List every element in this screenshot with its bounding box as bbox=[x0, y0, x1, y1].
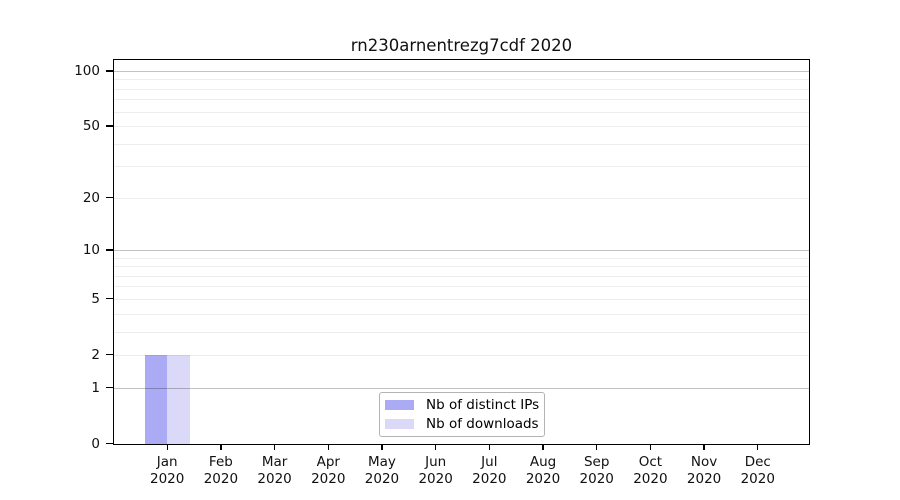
plot-area bbox=[113, 59, 810, 445]
x-year-text: 2020 bbox=[525, 470, 561, 487]
x-year-text: 2020 bbox=[203, 470, 239, 487]
x-month-label: Nov 2020 bbox=[674, 454, 734, 487]
x-month-text: Jan bbox=[156, 454, 178, 470]
x-month-label: Jul 2020 bbox=[459, 454, 519, 487]
y-tick bbox=[106, 125, 113, 127]
y-tick bbox=[106, 197, 113, 199]
x-month-label: Jan 2020 bbox=[137, 454, 197, 487]
bar-distinct-ips bbox=[144, 354, 168, 445]
x-month-text: Oct bbox=[638, 454, 663, 470]
x-month-label: May 2020 bbox=[352, 454, 412, 487]
x-month-label: Feb 2020 bbox=[191, 454, 251, 487]
x-tick bbox=[542, 445, 544, 450]
legend-swatch-downloads bbox=[385, 419, 414, 429]
x-year-text: 2020 bbox=[150, 470, 185, 487]
x-year-text: 2020 bbox=[579, 470, 614, 487]
legend: Nb of distinct IPs Nb of downloads bbox=[379, 392, 545, 437]
y-tick bbox=[106, 354, 113, 356]
x-tick bbox=[381, 445, 383, 450]
gridline-minor bbox=[113, 313, 810, 315]
x-tick bbox=[596, 445, 598, 450]
gridline-major bbox=[113, 249, 810, 251]
x-month-label: Apr 2020 bbox=[298, 454, 358, 487]
x-year-text: 2020 bbox=[472, 470, 507, 487]
x-month-text: Nov bbox=[690, 454, 718, 470]
legend-label-downloads: Nb of downloads bbox=[426, 416, 539, 432]
x-month-label: Oct 2020 bbox=[620, 454, 680, 487]
x-year-text: 2020 bbox=[418, 470, 453, 487]
y-tick-label: 100 bbox=[74, 62, 100, 79]
x-month-text: May bbox=[367, 454, 396, 470]
y-tick bbox=[106, 249, 113, 251]
x-year-text: 2020 bbox=[364, 470, 400, 487]
x-month-text: Jun bbox=[425, 454, 447, 470]
x-month-text: Sep bbox=[583, 454, 610, 470]
y-tick bbox=[106, 442, 113, 445]
y-tick-label: 50 bbox=[82, 118, 100, 135]
x-year-text: 2020 bbox=[740, 470, 775, 487]
gridline-minor bbox=[113, 286, 810, 288]
y-tick bbox=[106, 70, 113, 72]
x-tick bbox=[327, 445, 329, 450]
gridline-minor bbox=[113, 331, 810, 333]
y-tick bbox=[106, 298, 113, 300]
y-tick-label: 1 bbox=[91, 379, 100, 396]
y-tick-label: 2 bbox=[91, 346, 100, 363]
gridline-minor bbox=[113, 275, 810, 277]
legend-item-downloads: Nb of downloads bbox=[385, 416, 539, 432]
gridline-minor bbox=[113, 88, 810, 90]
gridline-minor bbox=[113, 143, 810, 145]
x-month-text: Aug bbox=[529, 454, 557, 470]
x-year-text: 2020 bbox=[257, 470, 292, 487]
y-tick bbox=[106, 386, 113, 389]
chart-title: rn230arnentrezg7cdf 2020 bbox=[350, 36, 573, 55]
legend-label-distinct-ips: Nb of distinct IPs bbox=[426, 397, 540, 413]
gridline-minor bbox=[113, 197, 810, 199]
legend-item-distinct-ips: Nb of distinct IPs bbox=[385, 397, 540, 413]
y-tick-label: 0 bbox=[91, 435, 100, 452]
gridline-minor bbox=[113, 266, 810, 268]
x-month-label: Dec 2020 bbox=[728, 454, 788, 487]
x-month-label: Sep 2020 bbox=[567, 454, 627, 487]
x-month-label: Jun 2020 bbox=[406, 454, 466, 487]
x-tick bbox=[220, 445, 222, 450]
x-month-text: Feb bbox=[208, 454, 233, 470]
gridline-minor bbox=[113, 257, 810, 259]
x-tick bbox=[273, 445, 276, 450]
legend-swatch-distinct-ips bbox=[385, 400, 414, 410]
x-year-text: 2020 bbox=[686, 470, 722, 487]
x-year-text: 2020 bbox=[311, 470, 346, 487]
x-tick bbox=[757, 445, 759, 450]
gridline-minor bbox=[113, 99, 810, 101]
x-month-text: Jul bbox=[481, 454, 498, 470]
gridline-major bbox=[113, 70, 810, 72]
x-tick bbox=[166, 445, 168, 450]
bar-downloads bbox=[167, 354, 190, 445]
gridline-minor bbox=[113, 126, 810, 128]
x-month-text: Dec bbox=[744, 454, 771, 470]
x-month-text: Mar bbox=[261, 454, 288, 470]
gridline-minor bbox=[113, 354, 810, 356]
x-month-label: Mar 2020 bbox=[245, 454, 305, 487]
y-tick-label: 5 bbox=[91, 290, 100, 307]
x-month-label: Aug 2020 bbox=[513, 454, 573, 487]
x-tick bbox=[488, 445, 490, 450]
x-tick bbox=[703, 445, 705, 450]
gridline-minor bbox=[113, 79, 810, 81]
x-tick bbox=[435, 445, 437, 450]
gridline-minor bbox=[113, 298, 810, 300]
x-month-text: Apr bbox=[316, 454, 340, 470]
y-tick-label: 10 bbox=[82, 241, 100, 258]
gridline-minor bbox=[113, 166, 810, 168]
gridline-major bbox=[113, 387, 810, 389]
gridline-minor bbox=[113, 111, 810, 113]
x-year-text: 2020 bbox=[633, 470, 668, 487]
y-tick-label: 20 bbox=[82, 189, 100, 206]
x-tick bbox=[649, 445, 652, 450]
